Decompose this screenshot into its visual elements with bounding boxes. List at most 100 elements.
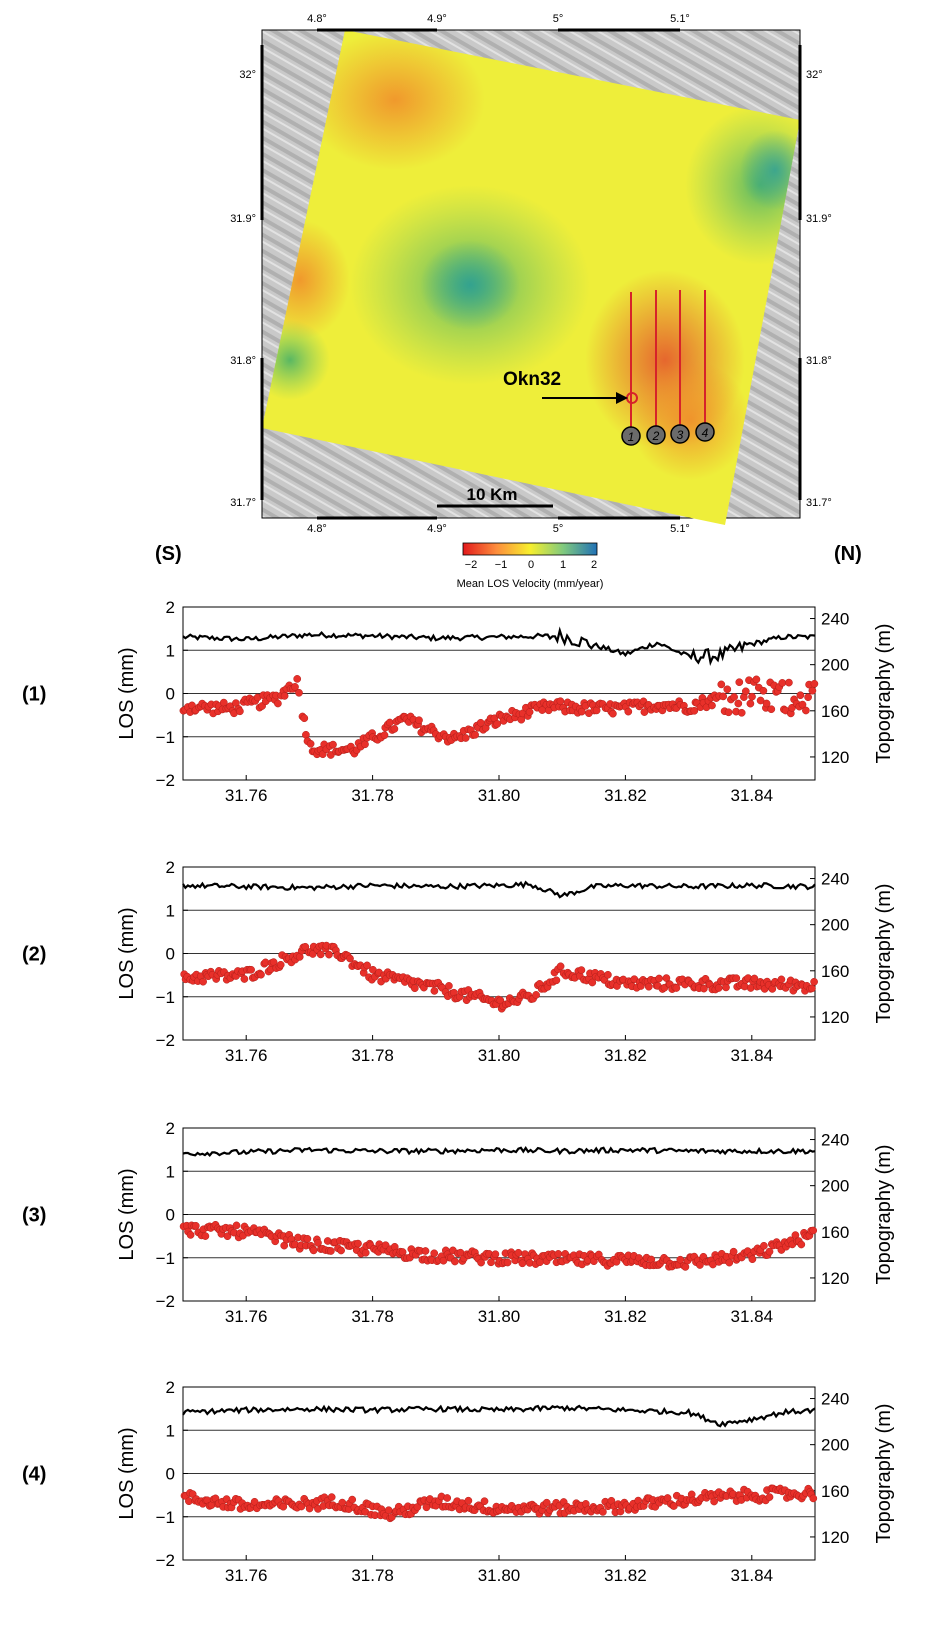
los-point	[236, 707, 244, 716]
los-point	[300, 714, 309, 723]
lon-label-top-2: 4.9°	[427, 13, 447, 25]
los-point	[554, 1250, 563, 1258]
topography-path	[182, 1404, 816, 1428]
colorbar-tick-3: 0	[528, 559, 534, 571]
y-tick-label: −1	[156, 1249, 175, 1268]
y-tick-label: −2	[156, 1031, 175, 1050]
los-point	[690, 706, 699, 715]
los-point	[443, 1494, 452, 1502]
los-point	[503, 1258, 512, 1267]
los-point	[445, 982, 453, 990]
topography-line	[182, 1146, 816, 1158]
x-tick-label: 31.76	[225, 1046, 268, 1065]
los-point	[363, 961, 371, 970]
los-point	[301, 942, 310, 951]
y2-tick-label: 160	[821, 1482, 849, 1501]
y2-tick-label: 200	[821, 916, 849, 935]
y-tick-label: 0	[166, 1465, 175, 1484]
x-tick-label: 31.80	[478, 786, 521, 805]
y2-tick-label: 240	[821, 610, 849, 629]
los-point	[384, 1506, 393, 1515]
profile-panel-4: 2 1 0 −1 −2 240 200 160 120 31.76 31.78 31.80 31.82 3…	[22, 1378, 895, 1585]
los-point	[199, 977, 207, 986]
svg-text:3: 3	[677, 428, 684, 442]
lon-label-top-3: 5°	[553, 13, 564, 25]
los-point	[797, 1240, 806, 1249]
x-tick-label: 31.78	[351, 786, 394, 805]
profile-panels: 2 1 0 −1 −2 240 200 160 120 31.76 31.78 31.80 31.82 3…	[22, 598, 895, 1585]
los-point	[748, 692, 756, 701]
x-tick-label: 31.78	[351, 1566, 394, 1585]
panel-label: (3)	[22, 1205, 46, 1227]
los-point	[329, 740, 337, 749]
los-point	[309, 1246, 318, 1255]
y2-axis-label: Topography (m)	[873, 1144, 895, 1284]
los-point	[676, 1255, 685, 1264]
los-point	[759, 686, 768, 695]
x-tick-label: 31.80	[478, 1566, 521, 1585]
los-point	[670, 1502, 678, 1510]
los-scatter	[180, 941, 818, 1013]
topography-line	[182, 880, 816, 899]
y-tick-label: −1	[156, 988, 175, 1007]
x-tick-label: 31.82	[604, 786, 647, 805]
y-tick-label: 0	[166, 945, 175, 964]
los-point	[760, 1241, 768, 1250]
y2-tick-label: 120	[821, 1008, 849, 1027]
x-tick-label: 31.78	[351, 1307, 394, 1326]
los-point	[306, 739, 315, 748]
los-scatter	[179, 1220, 818, 1271]
colorbar-tick-4: 1	[560, 559, 566, 571]
los-point	[542, 1498, 551, 1507]
los-point	[556, 697, 565, 706]
los-point	[663, 1494, 672, 1502]
los-point	[700, 984, 708, 993]
profile-marker-4: 4	[695, 422, 715, 442]
los-point	[464, 1496, 473, 1505]
los-point	[232, 1221, 241, 1230]
y2-tick-label: 240	[821, 1131, 849, 1150]
los-point	[735, 678, 744, 687]
los-point	[810, 679, 819, 688]
los-point	[725, 1258, 734, 1267]
los-point	[714, 984, 723, 992]
y-axis-label: LOS (mm)	[116, 1427, 138, 1519]
y2-tick-label: 160	[821, 1223, 849, 1242]
los-point	[796, 691, 805, 700]
lon-label-top-4: 5.1°	[670, 13, 690, 25]
lat-label-right-3: 31.8°	[806, 355, 832, 367]
y2-tick-label: 200	[821, 656, 849, 675]
orange-anomaly-se	[630, 360, 750, 480]
svg-text:1: 1	[628, 430, 635, 444]
panel-label: (2)	[22, 944, 46, 966]
los-point	[346, 954, 354, 963]
lat-label-right-4: 31.7°	[806, 497, 832, 509]
arrow-head-icon	[616, 392, 628, 404]
north-label: (N)	[834, 543, 862, 565]
los-point	[552, 976, 561, 985]
lat-label-right-1: 32°	[806, 69, 823, 81]
lon-label-bottom-3: 5°	[553, 523, 564, 535]
y-tick-label: 0	[166, 685, 175, 704]
los-point	[201, 1232, 210, 1240]
los-point	[276, 960, 285, 969]
lat-label-left-4: 31.7°	[230, 497, 256, 509]
x-tick-label: 31.76	[225, 1307, 268, 1326]
los-point	[723, 685, 732, 694]
x-tick-label: 31.80	[478, 1046, 521, 1065]
los-point	[295, 688, 303, 697]
los-point	[710, 1497, 718, 1506]
los-point	[361, 740, 369, 749]
los-point	[724, 708, 733, 717]
y-tick-label: 2	[166, 1119, 175, 1138]
y-tick-label: −2	[156, 771, 175, 790]
y2-tick-label: 120	[821, 1269, 849, 1288]
topography-path	[182, 626, 816, 666]
scale-bar-label: 10 Km	[466, 485, 517, 504]
x-tick-label: 31.78	[351, 1046, 394, 1065]
x-tick-label: 31.84	[731, 1046, 774, 1065]
los-point	[247, 965, 255, 974]
los-point	[280, 692, 289, 700]
y-tick-label: 1	[166, 641, 175, 660]
y-tick-label: −1	[156, 1508, 175, 1527]
